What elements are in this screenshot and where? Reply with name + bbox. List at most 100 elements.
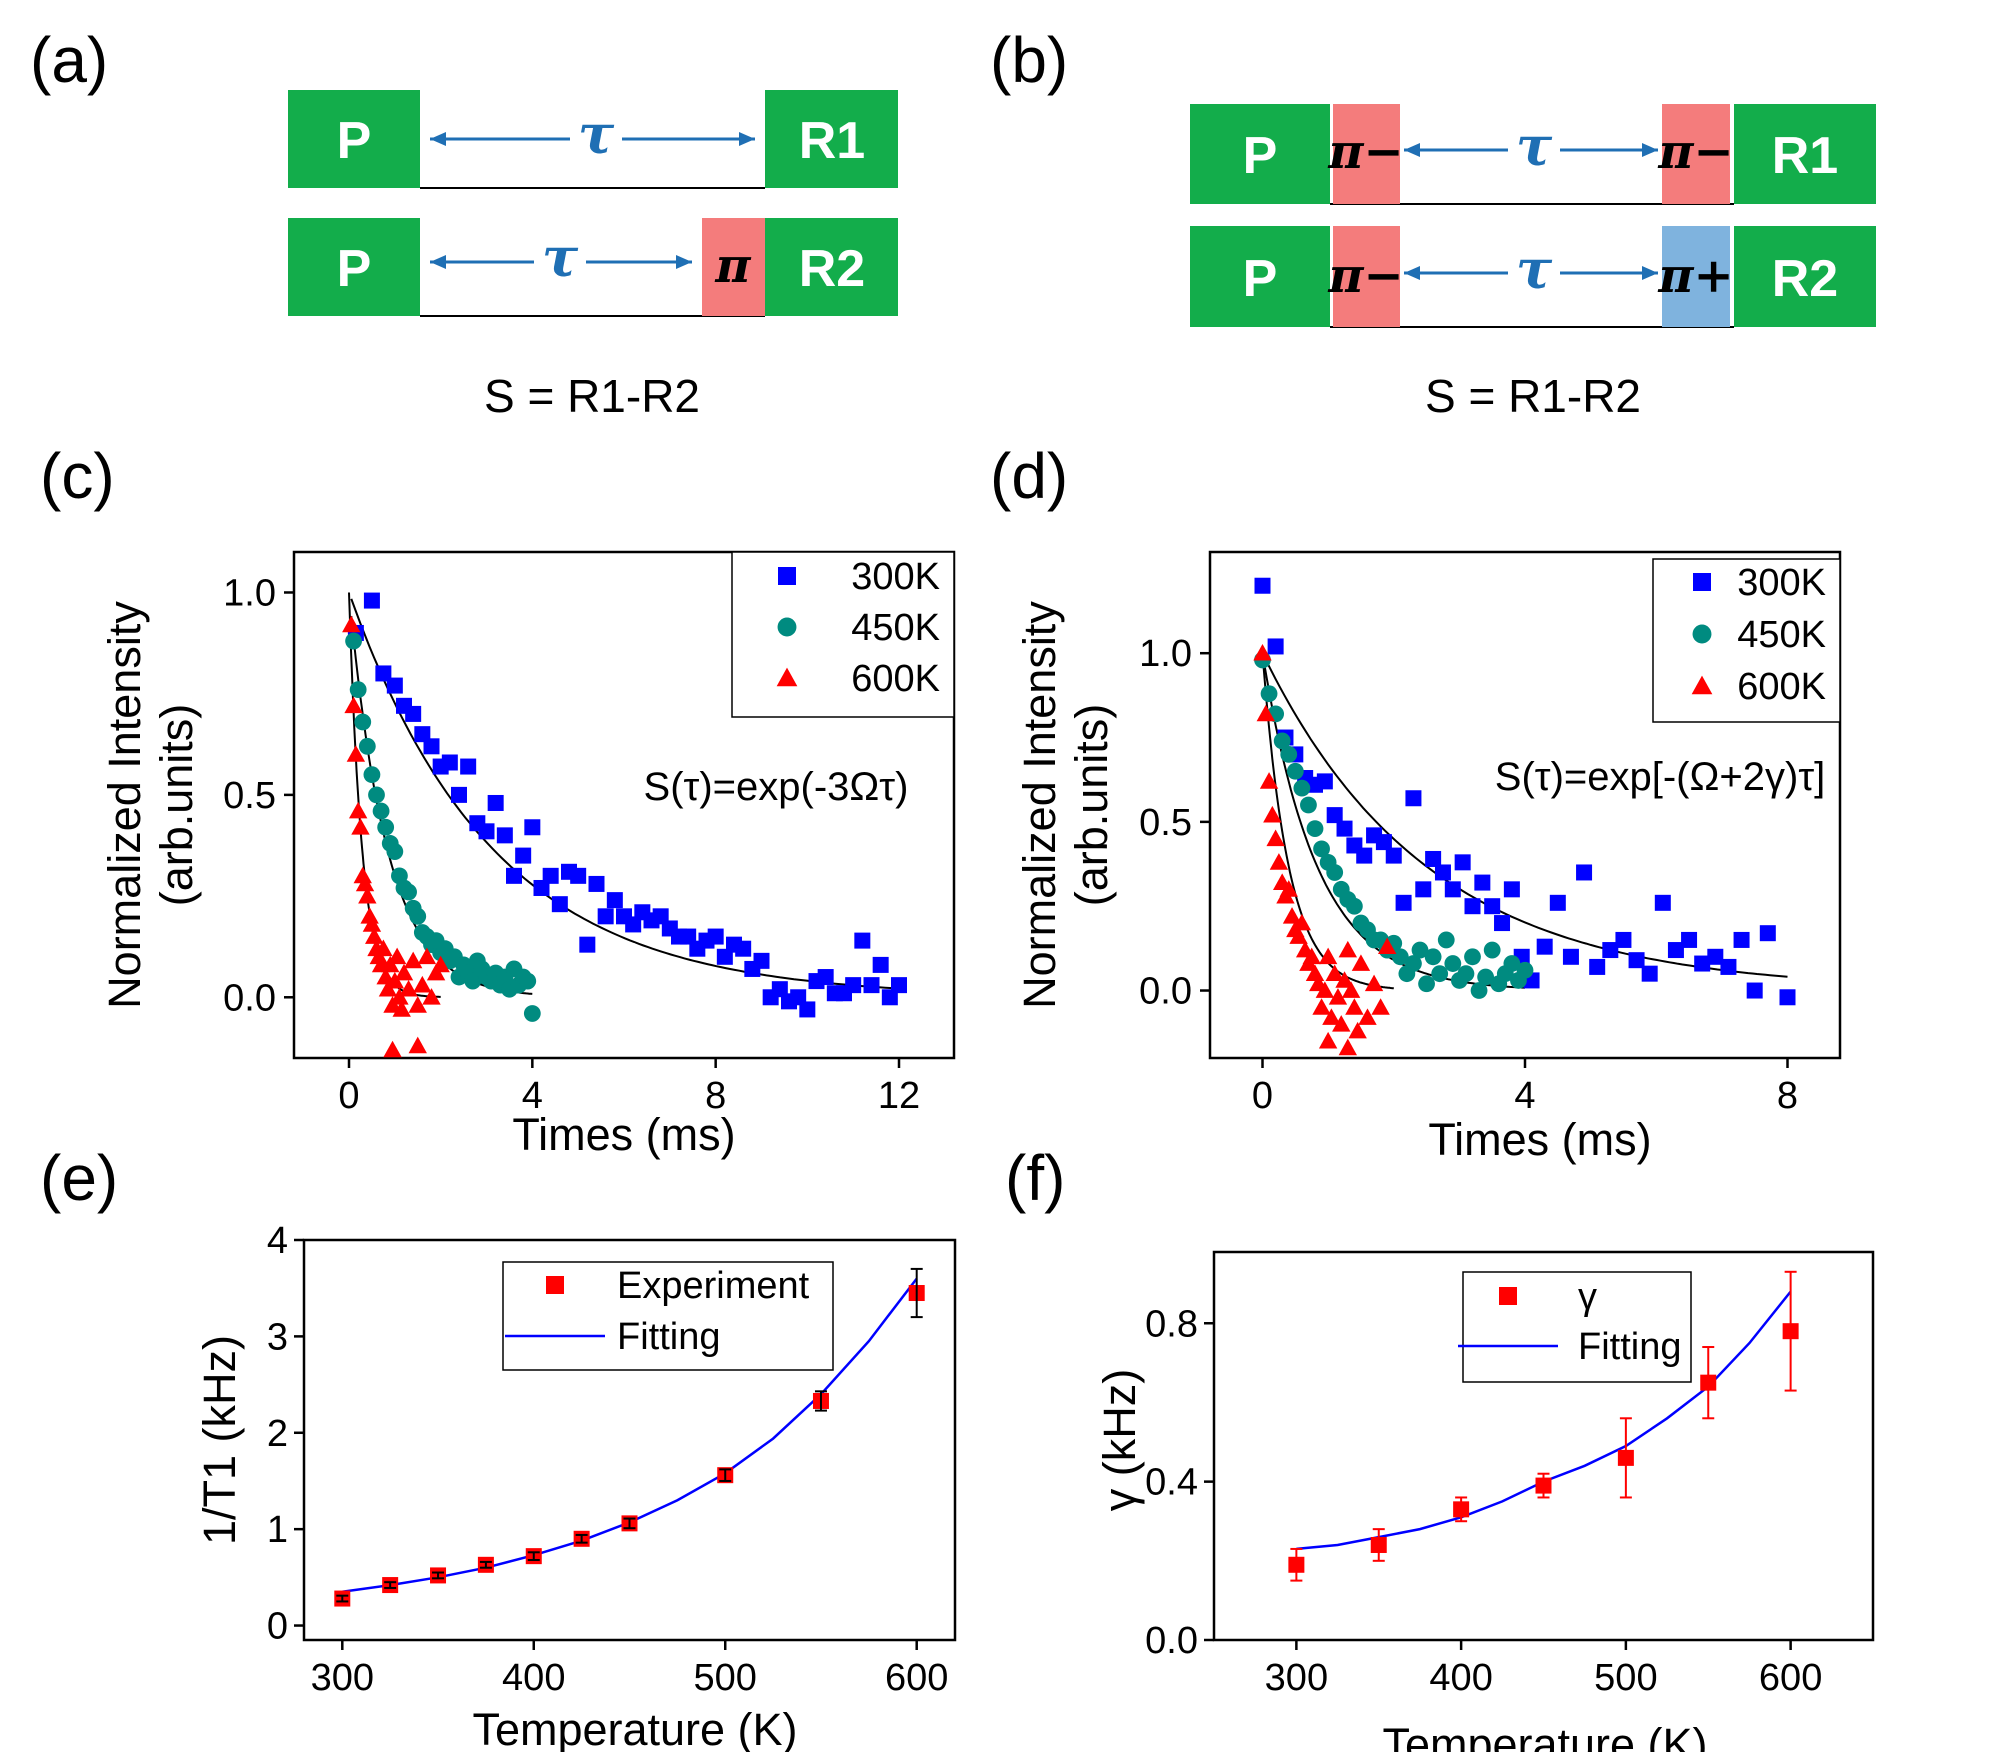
- data-point-450k: [400, 883, 417, 901]
- legend-label: γ: [1578, 1276, 1597, 1318]
- plot-frame: [1212, 1250, 1875, 1642]
- y-tick-label: 0.0: [223, 977, 276, 1019]
- y-tick-label: 0.5: [1139, 802, 1192, 844]
- data-point-450k: [1260, 685, 1278, 703]
- pump-block: [288, 218, 420, 316]
- data-point-300k: [386, 677, 403, 694]
- y-tick-label: 1.0: [1139, 633, 1192, 675]
- data-point-450k: [345, 632, 362, 650]
- data-point-450k: [372, 802, 390, 820]
- data-point-600k: [1364, 974, 1384, 992]
- data-point-300k: [790, 989, 807, 1006]
- plot-frame: [302, 1238, 957, 1642]
- y-tick-label: 1: [267, 1509, 288, 1551]
- data-point-450k: [1503, 955, 1521, 972]
- data-point-450k: [1477, 968, 1495, 986]
- data-point-300k: [1326, 807, 1343, 824]
- y-axis-label: γ (kHz): [1094, 1369, 1145, 1511]
- x-axis-label: Times (ms): [512, 1109, 735, 1160]
- x-tick-label: 500: [694, 1657, 757, 1699]
- chart-c: 0 4 8 12 0.0 0.5 1.0 Times (ms) Normalized Inten…: [99, 550, 956, 1160]
- pump-label: P: [337, 240, 372, 298]
- x-axis-label: Temperature (K): [1382, 1719, 1707, 1752]
- data-point-450k: [1391, 948, 1409, 966]
- data-point-450k: [1313, 840, 1330, 858]
- tau-label-background: [1508, 247, 1560, 299]
- data-point-450k: [1293, 779, 1311, 797]
- data-point-300k: [1425, 850, 1442, 867]
- data-point-450k: [1405, 955, 1422, 972]
- data-point-450k: [1306, 820, 1324, 838]
- chart-f: 300 400 500 600 0.0 0.4 0.8 Temperature (K) γ (k…: [1094, 1250, 1875, 1752]
- data-point-300k: [854, 932, 871, 949]
- data-point-450k: [1483, 941, 1501, 959]
- data-point-300k: [533, 879, 550, 896]
- chart-d: 0 4 8 0.0 0.5 1.0 Times (ms) Normalized Intensi…: [1014, 550, 1842, 1165]
- data-point-300k: [1549, 894, 1566, 911]
- legend-label: 600K: [1737, 666, 1826, 708]
- tau-label-background: [1508, 124, 1560, 176]
- x-tick-label: 12: [878, 1075, 920, 1117]
- plot-area: [342, 592, 907, 1058]
- legend-marker: [1693, 573, 1711, 591]
- data-point-600k: [355, 874, 375, 892]
- pump-label: P: [1243, 127, 1278, 185]
- x-tick-label: 400: [502, 1657, 565, 1699]
- data-point-450k: [377, 818, 395, 836]
- legend-box: [731, 551, 955, 718]
- data-point-300k: [799, 1001, 816, 1018]
- data-point-300k: [1694, 955, 1711, 972]
- data-point-450k: [1286, 762, 1304, 780]
- y-tick-label: 1.0: [223, 572, 276, 614]
- pi-minus-pulse-block: [1333, 104, 1400, 204]
- fit-curve: [350, 598, 900, 990]
- arrowhead-left-icon: [430, 132, 446, 146]
- data-point-300k: [1602, 942, 1619, 959]
- legend-label: Experiment: [617, 1265, 810, 1307]
- data-point-600k: [1377, 937, 1397, 955]
- data-point-300k: [1385, 847, 1402, 864]
- data-point-450k: [1457, 965, 1475, 983]
- pi-minus-pulse-label: π−: [1657, 124, 1733, 180]
- plot-frame: [292, 550, 956, 1060]
- data-point-450k: [1431, 965, 1449, 983]
- data-point-450k: [1516, 961, 1534, 979]
- sequence-a-row2: P τ π R2: [288, 218, 898, 317]
- data-point-300k: [872, 956, 889, 973]
- data-point-600k: [1256, 704, 1275, 722]
- data-point-300k: [1395, 894, 1412, 911]
- data-point-450k: [523, 1005, 541, 1022]
- x-tick-label: 0: [1252, 1075, 1273, 1117]
- data-point-450k: [519, 972, 537, 990]
- data-point-300k: [423, 738, 440, 755]
- readout-label: R1: [799, 112, 865, 170]
- data-point-600k: [1338, 940, 1358, 958]
- data-point-300k: [478, 823, 495, 840]
- data-point-300k: [1733, 931, 1750, 948]
- data-point-300k: [496, 827, 513, 844]
- arrowhead-right-icon: [1642, 266, 1658, 280]
- tau-label: τ: [578, 102, 615, 166]
- data-point-600k: [422, 988, 441, 1005]
- data-point-600k: [348, 801, 368, 819]
- data-point-450k: [368, 786, 385, 804]
- data-point-600k: [390, 988, 409, 1005]
- data-point-300k: [1254, 577, 1271, 594]
- data-point-450k: [1280, 746, 1298, 763]
- readout-block: [1734, 226, 1876, 327]
- data-point-300k: [551, 896, 568, 913]
- y-axis-label: Normalized Intensity: [99, 601, 150, 1009]
- data-point-600k: [365, 927, 384, 944]
- panel-b-label: (b): [990, 24, 1068, 96]
- fit-equation: S(τ)=exp[-(Ω+2γ)τ]: [1495, 755, 1825, 799]
- data-point-450k: [1326, 864, 1344, 881]
- data-point-450k: [464, 972, 482, 990]
- readout-label: R2: [1772, 250, 1838, 308]
- data-point-300k: [1707, 948, 1724, 965]
- pump-label: P: [1243, 250, 1278, 308]
- legend-marker: [546, 1276, 564, 1294]
- readout-block: [1734, 104, 1876, 204]
- legend-label: 300K: [1737, 562, 1826, 604]
- data-point-600k: [394, 963, 414, 981]
- data-point-300k: [375, 665, 392, 682]
